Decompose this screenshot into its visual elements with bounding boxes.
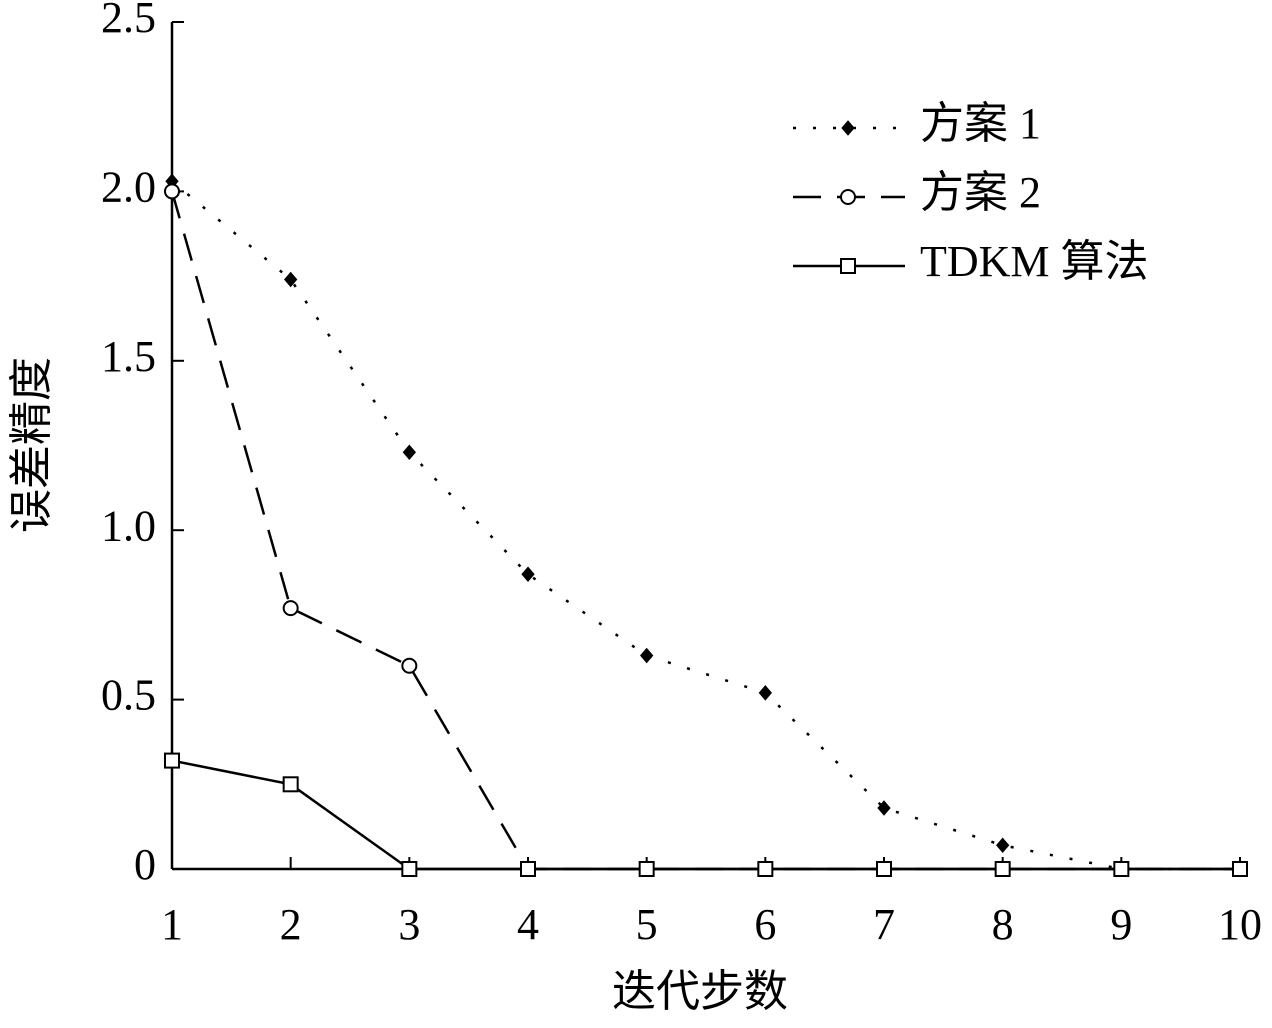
marker	[402, 444, 416, 461]
y-tick-label: 1.0	[101, 501, 156, 550]
marker	[640, 647, 654, 664]
marker	[996, 837, 1010, 854]
y-tick-label: 1.5	[101, 332, 156, 381]
marker	[1232, 861, 1248, 877]
marker	[282, 776, 299, 793]
x-tick-label: 10	[1218, 900, 1262, 949]
series-line	[170, 191, 1240, 871]
marker	[877, 800, 891, 816]
x-tick-label: 2	[280, 900, 302, 949]
x-tick-label: 7	[873, 900, 895, 949]
x-tick-label: 1	[161, 900, 183, 949]
x-tick-label: 9	[1110, 900, 1132, 949]
series-line	[171, 759, 1240, 871]
marker	[284, 271, 298, 288]
marker	[840, 189, 856, 205]
x-tick-label: 6	[754, 900, 776, 949]
y-tick-label: 0.5	[101, 671, 156, 720]
marker	[1113, 861, 1130, 877]
marker	[638, 861, 655, 877]
marker	[401, 657, 418, 674]
marker	[841, 120, 855, 136]
marker	[876, 861, 892, 877]
marker	[164, 183, 180, 200]
x-tick-label: 4	[517, 900, 539, 949]
marker	[401, 861, 418, 877]
legend-label: TDKM 算法	[920, 237, 1149, 286]
legend-label: 方案 2	[920, 168, 1041, 217]
x-tick-label: 5	[636, 900, 658, 949]
x-tick-label: 8	[992, 900, 1014, 949]
marker	[994, 861, 1011, 877]
marker	[521, 566, 535, 583]
y-tick-label: 2.0	[101, 162, 156, 211]
y-tick-label: 0	[134, 840, 156, 889]
marker	[757, 861, 774, 877]
marker	[520, 861, 536, 877]
marker	[164, 752, 180, 769]
marker	[758, 685, 772, 701]
y-axis-label: 误差精度	[7, 357, 56, 533]
marker	[840, 258, 856, 274]
y-tick-label: 2.5	[101, 0, 156, 42]
x-tick-label: 3	[398, 900, 420, 949]
x-axis-label: 迭代步数	[612, 967, 788, 1016]
marker	[282, 600, 299, 617]
legend-label: 方案 1	[920, 99, 1041, 148]
